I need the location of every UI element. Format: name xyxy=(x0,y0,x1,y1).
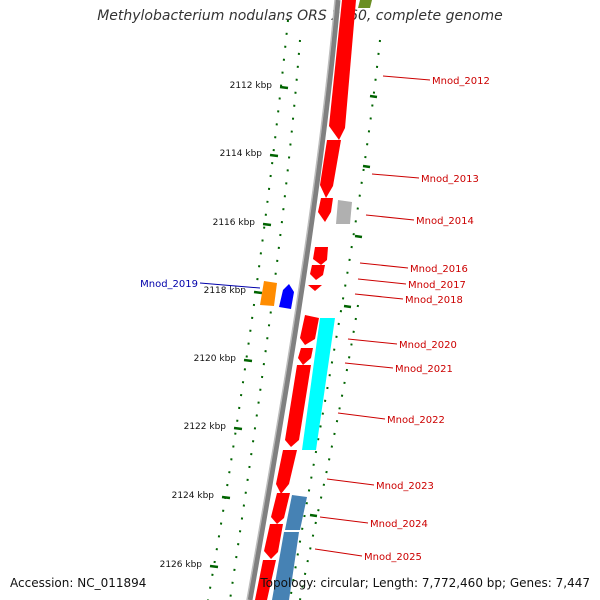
gene-mnod-2025-blue xyxy=(272,532,299,600)
gene-label-mnod-2014[interactable]: Mnod_2014 xyxy=(416,216,474,227)
axis-tick-label: 2126 kbp xyxy=(160,560,203,570)
gene-mnod-2025-red xyxy=(264,524,283,559)
gene-label-mnod-2020[interactable]: Mnod_2020 xyxy=(399,340,457,351)
axis-tick xyxy=(253,290,263,295)
gene-label-mnod-2019[interactable]: Mnod_2019 xyxy=(140,279,198,290)
gene-mnod-2022-cyan xyxy=(302,318,335,450)
gene-mnod-2019-orange xyxy=(260,281,277,306)
axis-tick-label: 2120 kbp xyxy=(194,354,237,364)
axis-tick xyxy=(209,564,219,569)
gene-mnod-2023 xyxy=(276,450,297,494)
gene-label-mnod-2017[interactable]: Mnod_2017 xyxy=(408,280,466,291)
axis-tick xyxy=(279,85,289,90)
axis-ticks xyxy=(209,85,378,569)
axis-tick-label: 2124 kbp xyxy=(172,491,215,501)
label-leader-line xyxy=(319,516,369,524)
gene-mnod-2014-grey xyxy=(336,200,352,224)
gene-mnod-2022-red xyxy=(285,365,311,447)
inner-dotted-ring-2 xyxy=(229,39,301,600)
gene-label-mnod-2025[interactable]: Mnod_2025 xyxy=(364,552,422,563)
gene-mnod-2016 xyxy=(313,247,328,265)
label-leader-lines xyxy=(199,75,431,557)
gene-label-mnod-2024[interactable]: Mnod_2024 xyxy=(370,519,428,530)
axis-tick xyxy=(233,426,243,431)
gene-olive-top xyxy=(358,0,372,8)
label-leader-line xyxy=(357,278,407,285)
gene-labels: Mnod_2012 Mnod_2013 Mnod_2014 Mnod_2016 Mnod… xyxy=(140,76,490,563)
gene-label-mnod-2016[interactable]: Mnod_2016 xyxy=(410,264,468,275)
gene-mnod-2014-red xyxy=(318,198,333,222)
gene-label-mnod-2012[interactable]: Mnod_2012 xyxy=(432,76,490,87)
gene-label-mnod-2021[interactable]: Mnod_2021 xyxy=(395,364,453,375)
gene-features xyxy=(255,0,372,600)
label-leader-line xyxy=(344,362,394,369)
axis-tick-label: 2118 kbp xyxy=(204,286,247,296)
genome-title: Methylobacterium nodulans ORS 2060, comp… xyxy=(97,8,503,24)
axis-tick-outer xyxy=(343,304,352,309)
gene-mnod-2013 xyxy=(320,140,341,198)
genome-summary-text: Topology: circular; Length: 7,772,460 bp… xyxy=(260,576,590,590)
label-leader-line xyxy=(359,262,409,269)
axis-tick-label: 2116 kbp xyxy=(213,218,256,228)
label-leader-line xyxy=(314,548,363,557)
accession-text: Accession: NC_011894 xyxy=(10,576,147,590)
label-leader-line xyxy=(326,478,375,486)
gene-label-mnod-2022[interactable]: Mnod_2022 xyxy=(387,415,445,426)
label-leader-line xyxy=(337,412,386,420)
label-leader-line xyxy=(199,282,261,289)
genome-backbone-highlight xyxy=(246,0,336,600)
axis-tick xyxy=(243,358,253,363)
axis-tick-outer xyxy=(309,513,318,518)
axis-tick-label: 2122 kbp xyxy=(184,422,227,432)
label-leader-line xyxy=(365,214,415,221)
gene-mnod-2024-blue xyxy=(285,495,307,530)
gene-label-mnod-2013[interactable]: Mnod_2013 xyxy=(421,174,479,185)
axis-tick xyxy=(221,495,231,500)
axis-tick-label: 2114 kbp xyxy=(220,149,263,159)
label-leader-line xyxy=(354,293,404,300)
gene-mnod-2019-blue xyxy=(279,284,294,309)
gene-bottom-red xyxy=(255,560,276,600)
gene-mnod-2018 xyxy=(308,285,322,291)
axis-tick-outer xyxy=(362,164,371,169)
axis-tick-label: 2112 kbp xyxy=(230,81,273,91)
label-leader-line xyxy=(347,338,398,345)
axis-tick xyxy=(262,222,272,227)
gene-mnod-2012 xyxy=(329,0,356,140)
gene-mnod-2020 xyxy=(300,315,319,345)
axis-labels: 2112 kbp 2114 kbp 2116 kbp 2118 kbp 2120 kbp… xyxy=(160,81,273,570)
gene-mnod-2024-red xyxy=(271,493,290,524)
genome-backbone xyxy=(247,0,341,600)
gene-label-mnod-2023[interactable]: Mnod_2023 xyxy=(376,481,434,492)
outer-dotted-ring xyxy=(289,39,381,600)
gene-label-mnod-2018[interactable]: Mnod_2018 xyxy=(405,295,463,306)
axis-tick-outer xyxy=(354,234,363,239)
label-leader-line xyxy=(382,75,431,81)
inner-dotted-ring xyxy=(207,19,289,600)
gene-mnod-2017 xyxy=(310,265,325,280)
axis-tick xyxy=(269,153,279,158)
axis-tick-outer xyxy=(369,94,378,99)
label-leader-line xyxy=(371,173,420,179)
gene-mnod-2021 xyxy=(298,348,313,365)
